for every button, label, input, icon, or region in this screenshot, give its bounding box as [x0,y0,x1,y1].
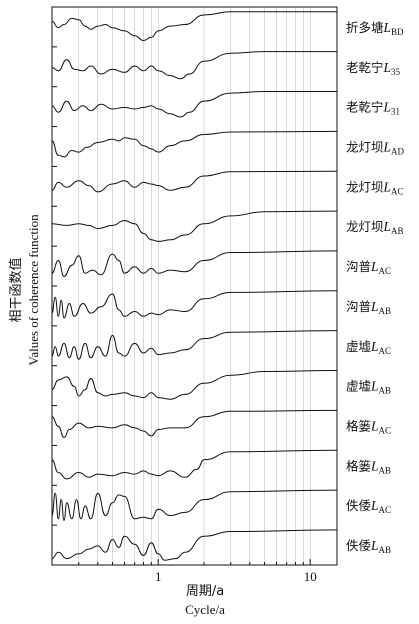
plot-border [51,6,338,566]
vertical-grid [51,7,311,565]
series-line-5 [51,170,338,193]
x-ticks: 1 10 [51,559,317,584]
series-labels: 折多塘LBD 老乾宁L35 老乾宁L31 龙灯坝LAD 龙灯坝LAC 龙灯坝LAB 沟普LA… [346,20,405,555]
x-tick-label: 10 [304,569,317,584]
series-line-3 [51,90,337,118]
series-line-11 [51,409,338,439]
series-lines [51,11,338,561]
y-axis-label-en: Values of coherence function [26,214,41,366]
series-label-6: 龙灯坝LAB [346,219,404,236]
series-label-2: 老乾宁L35 [346,60,401,77]
series-label-13: 佚倭LAC [346,498,391,515]
series-label-7: 沟普LAC [346,259,391,276]
series-label-8: 沟普LAB [346,299,391,316]
x-axis-label-cn: 周期/a [186,584,224,599]
series-label-3: 老乾宁L31 [346,100,400,117]
series-line-14 [51,529,338,561]
y-axis-label-cn: 相干函数值 [8,257,24,322]
series-line-1 [51,11,337,42]
series-label-9: 虚墟LAC [346,339,391,356]
series-label-12: 格篓LAB [346,458,391,475]
plot-frame [51,6,338,566]
series-line-7 [51,250,338,277]
series-label-1: 折多塘LBD [346,20,404,37]
panel-ticks [52,46,57,566]
series-label-10: 虚墟LAB [346,379,391,396]
series-line-4 [51,130,338,158]
series-line-2 [51,51,337,80]
series-label-5: 龙灯坝LAC [346,179,404,196]
x-tick-label: 1 [155,569,162,584]
series-label-11: 格篓LAC [346,419,391,436]
series-line-8 [51,290,338,319]
series-label-4: 龙灯坝LAD [346,140,405,157]
series-label-14: 佚倭LAB [346,538,391,555]
series-line-13 [51,489,338,521]
series-line-6 [51,210,338,242]
series-line-9 [51,330,338,360]
series-line-12 [51,449,338,480]
x-axis-label-en: Cycle/a [185,602,225,617]
series-line-10 [51,370,338,400]
